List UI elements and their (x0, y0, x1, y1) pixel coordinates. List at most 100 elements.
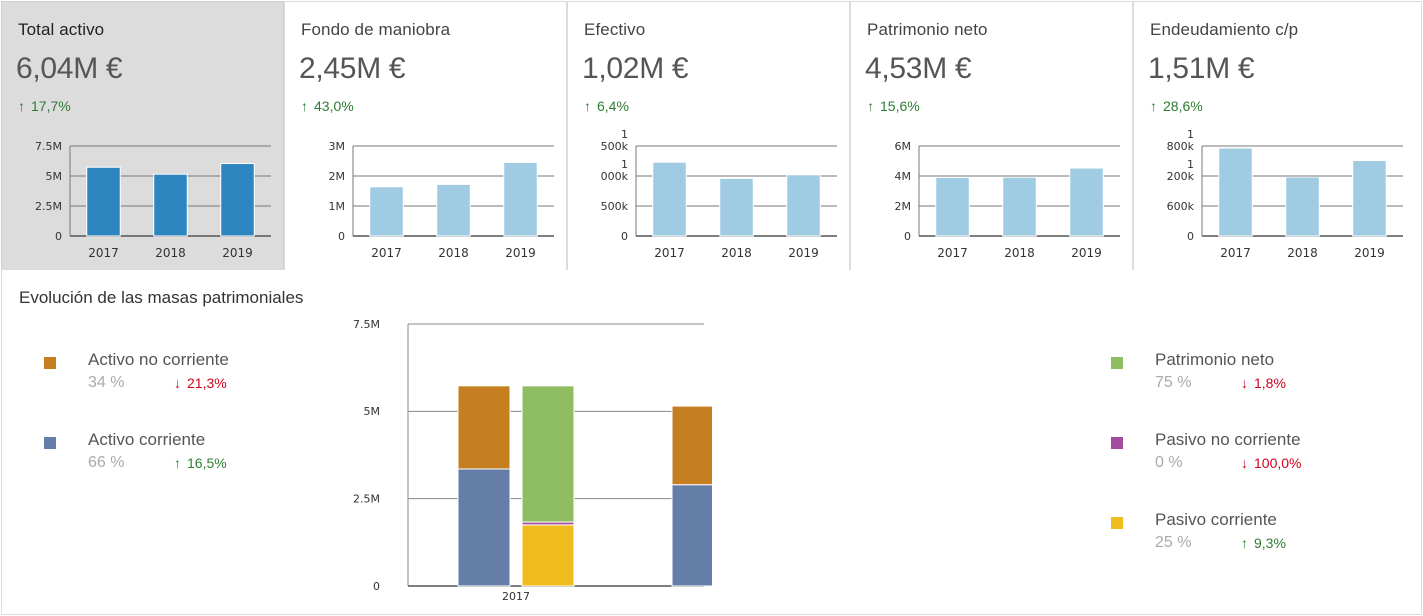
legend-swatch (1111, 437, 1123, 449)
legend-change-value: 9,3% (1254, 535, 1286, 551)
kpi-change: ↑ 43,0% (301, 98, 354, 114)
legend-swatch (1111, 357, 1123, 369)
legend-name: Activo no corriente (88, 350, 229, 369)
x-tick-label: 2017 (1220, 246, 1251, 260)
x-tick-label: 2017 (937, 246, 968, 260)
kpi-value: 1,02M € (582, 52, 689, 85)
bar (935, 177, 970, 237)
tick-label: 0 (621, 230, 628, 243)
arrow-down-icon: ↓ (1241, 455, 1248, 471)
kpi-row: Total activo 6,04M € ↑ 17,7% 0 2.5M 5M 7.5M 2… (1, 1, 1422, 271)
legend-item-pasivo-no-corriente[interactable]: Pasivo no corriente 0 % ↓ 100,0% (1111, 430, 1391, 480)
bar (86, 166, 121, 237)
legend-swatch (44, 357, 56, 369)
legend-pct: 34 % (88, 374, 125, 391)
legend-change: ↓ 21,3% (174, 375, 227, 391)
bar (652, 161, 687, 237)
kpi-change: ↑ 6,4% (584, 98, 629, 114)
kpi-title: Efectivo (584, 20, 646, 39)
bar (1069, 167, 1104, 237)
legend-name: Patrimonio neto (1155, 350, 1275, 369)
kpi-card-efectivo[interactable]: Efectivo 1,02M € ↑ 6,4% 0 500k 1 000k 1 500k 20… (567, 1, 850, 271)
arrow-up-icon: ↑ (301, 98, 308, 114)
legend-item-activo-corriente[interactable]: Activo corriente 66 % ↑ 16,5% (44, 430, 304, 480)
tick-label: 7.5M (353, 318, 380, 331)
tick-label: 7.5M (35, 140, 62, 153)
x-tick-label: 2017 (88, 246, 119, 260)
kpi-bar-chart: 0 500k 1 000k 1 500k 2017 2018 2019 (601, 130, 837, 260)
kpi-card-fondo-de-maniobra[interactable]: Fondo de maniobra 2,45M € ↑ 43,0% 0 1M 2M 3M… (284, 1, 567, 271)
tick-label: 1 800k (1167, 130, 1195, 153)
x-tick-label: 2019 (1354, 246, 1385, 260)
kpi-bar-chart: 0 600k 1 200k 1 800k 2017 2018 2019 (1167, 130, 1403, 260)
tick-label: 2.5M (35, 200, 62, 213)
tick-label: 0 (904, 230, 911, 243)
tick-label: 2M (329, 170, 346, 183)
x-tick-label: 2018 (438, 246, 469, 260)
legend-pct: 75 % (1155, 374, 1192, 391)
bar (1002, 176, 1037, 237)
bar-segment (521, 524, 575, 587)
kpi-card-total-activo[interactable]: Total activo 6,04M € ↑ 17,7% 0 2.5M 5M 7.5M 2… (1, 1, 284, 271)
tick-label: 5M (364, 405, 381, 418)
legend-change: ↓ 100,0% (1241, 455, 1301, 471)
bar (436, 183, 471, 237)
bar (220, 163, 255, 237)
legend-change: ↑ 9,3% (1241, 535, 1286, 551)
arrow-down-icon: ↓ (1241, 375, 1248, 391)
x-tick-label: 2018 (1004, 246, 1035, 260)
kpi-value: 1,51M € (1148, 52, 1255, 85)
arrow-up-icon: ↑ (867, 98, 874, 114)
x-tick-label: 2018 (155, 246, 186, 260)
tick-label: 6M (895, 140, 912, 153)
kpi-title: Patrimonio neto (867, 20, 988, 39)
tick-label: 3M (329, 140, 346, 153)
legend-name: Pasivo no corriente (1155, 430, 1301, 449)
tick-label: 1M (329, 200, 346, 213)
kpi-change: ↑ 15,6% (867, 98, 920, 114)
bar (1218, 147, 1253, 237)
legend-pct: 25 % (1155, 534, 1192, 551)
tick-label: 0 (338, 230, 345, 243)
bar (1352, 160, 1387, 237)
tick-label: 600k (1167, 200, 1195, 213)
tick-label: 1 000k (601, 158, 629, 183)
tick-label: 500k (601, 200, 629, 213)
arrow-up-icon: ↑ (1150, 98, 1157, 114)
x-axis-label: 2017 (502, 590, 530, 603)
tick-label: 4M (895, 170, 912, 183)
legend-item-patrimonio-neto[interactable]: Patrimonio neto 75 % ↓ 1,8% (1111, 350, 1391, 400)
kpi-change-value: 28,6% (1163, 98, 1203, 114)
bar-segment (671, 484, 712, 587)
legend-pct: 0 % (1155, 454, 1183, 471)
arrow-up-icon: ↑ (18, 98, 25, 114)
kpi-change: ↑ 17,7% (18, 98, 71, 114)
arrow-up-icon: ↑ (174, 455, 181, 471)
bar-segment (457, 468, 511, 587)
arrow-up-icon: ↑ (1241, 535, 1248, 551)
x-tick-label: 2017 (371, 246, 402, 260)
panel-title: Evolución de las masas patrimoniales (19, 288, 304, 307)
kpi-card-patrimonio-neto[interactable]: Patrimonio neto 4,53M € ↑ 15,6% 0 2M 4M 6M 20… (850, 1, 1133, 271)
bar (719, 177, 754, 237)
kpi-bar-chart: 0 1M 2M 3M 2017 2018 2019 (329, 140, 554, 260)
x-tick-label: 2019 (1071, 246, 1102, 260)
stacked-bar-chart: 0 2.5M 5M 7.5M 2017 (353, 318, 712, 603)
kpi-change-value: 17,7% (31, 98, 71, 114)
x-tick-label: 2018 (721, 246, 752, 260)
tick-label: 0 (1187, 230, 1194, 243)
kpi-change: ↑ 28,6% (1150, 98, 1203, 114)
x-tick-label: 2019 (222, 246, 253, 260)
legend-change: ↓ 1,8% (1241, 375, 1286, 391)
tick-label: 1 500k (601, 130, 629, 153)
kpi-card-endeudamiento[interactable]: Endeudamiento c/p 1,51M € ↑ 28,6% 0 600k 1 2… (1133, 1, 1422, 271)
x-tick-label: 2019 (788, 246, 819, 260)
legend-change: ↑ 16,5% (174, 455, 227, 471)
legend-pct: 66 % (88, 454, 125, 471)
tick-label: 2M (895, 200, 912, 213)
kpi-title: Fondo de maniobra (301, 20, 451, 39)
kpi-value: 2,45M € (299, 52, 406, 85)
legend-item-pasivo-corriente[interactable]: Pasivo corriente 25 % ↑ 9,3% (1111, 510, 1391, 560)
legend-item-activo-no-corriente[interactable]: Activo no corriente 34 % ↓ 21,3% (44, 350, 304, 400)
bar (1285, 176, 1320, 237)
